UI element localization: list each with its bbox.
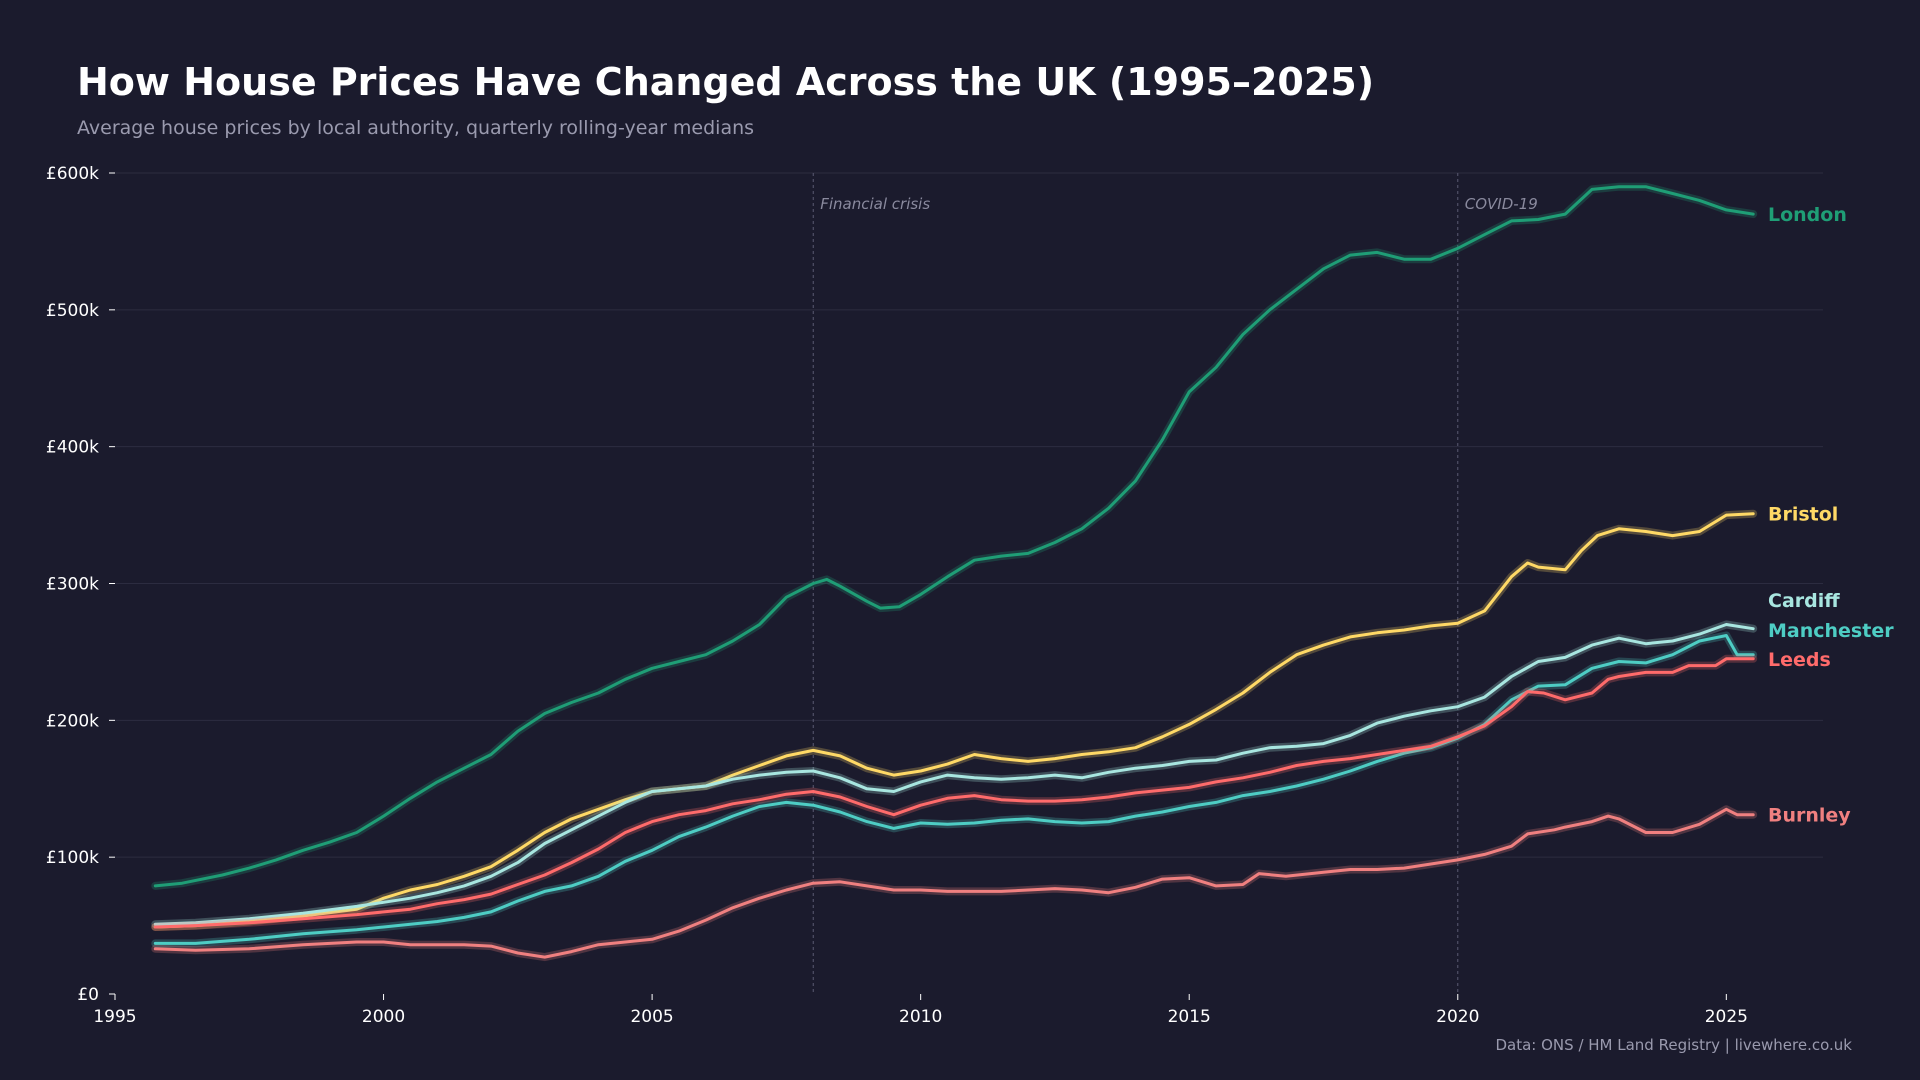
x-tick-label: 1995 — [93, 1007, 136, 1027]
series-label-leeds: Leeds — [1768, 649, 1831, 671]
chart-subtitle: Average house prices by local authority,… — [77, 117, 754, 139]
series-label-burnley: Burnley — [1768, 805, 1851, 827]
y-tick-label: £400k — [46, 438, 99, 458]
data-source-credit: Data: ONS / HM Land Registry | livewhere… — [1495, 1036, 1852, 1054]
series-line-bristol — [153, 512, 1755, 929]
series-label-manchester: Manchester — [1768, 620, 1894, 642]
x-tick-label: 2025 — [1705, 1007, 1748, 1027]
series-end-labels: London Bristol Cardiff Manchester Leeds Burnl… — [1768, 204, 1894, 827]
series-line-cardiff — [153, 623, 1755, 926]
series-line-london — [153, 185, 1755, 888]
x-tick-label: 2000 — [362, 1007, 405, 1027]
chart-title: How House Prices Have Changed Across the… — [77, 60, 1374, 104]
series-label-bristol: Bristol — [1768, 504, 1838, 526]
y-tick-label: £100k — [46, 848, 99, 868]
x-tick-label: 2020 — [1436, 1007, 1479, 1027]
series-label-cardiff: Cardiff — [1768, 590, 1840, 612]
series-glow-london — [151, 182, 1758, 890]
series-line-leeds — [153, 657, 1755, 929]
x-tick-label: 2005 — [630, 1007, 673, 1027]
x-tick-label: 2010 — [899, 1007, 942, 1027]
axes: £0 £100k £200k £300k £400k £500k £600k 1995 2000… — [46, 164, 1748, 1027]
x-tick-label: 2015 — [1168, 1007, 1211, 1027]
annotation-label: COVID-19 — [1465, 195, 1538, 213]
y-tick-label: £500k — [46, 301, 99, 321]
series-label-london: London — [1768, 204, 1847, 226]
gridlines — [115, 172, 1823, 858]
y-tick-label: £600k — [46, 164, 99, 184]
y-tick-label: £300k — [46, 575, 99, 595]
series-lines — [151, 182, 1758, 962]
annotation-label: Financial crisis — [820, 195, 930, 213]
series-line-burnley — [153, 807, 1755, 959]
y-tick-label: £200k — [46, 711, 99, 731]
y-tick-label: £0 — [77, 985, 99, 1005]
series-glow-burnley — [151, 805, 1758, 962]
